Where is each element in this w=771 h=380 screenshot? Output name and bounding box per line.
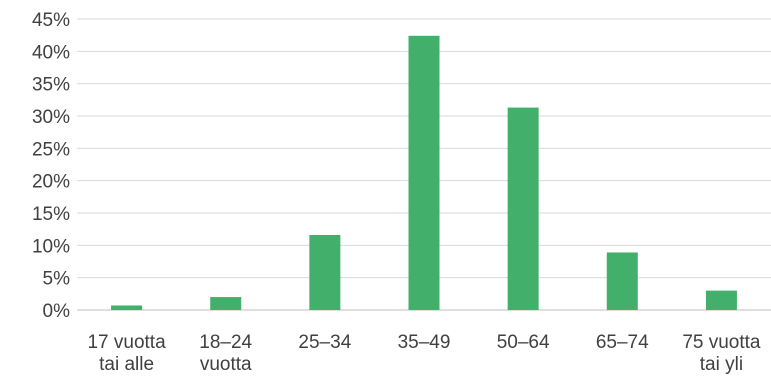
x-axis-tick-labels: 17 vuotta tai alle 18–24 vuotta 25–34 35–49 50… bbox=[87, 332, 760, 375]
x-tick-label-line: 17 vuotta bbox=[87, 332, 166, 353]
y-tick-label: 30% bbox=[32, 107, 70, 128]
y-tick-label: 10% bbox=[32, 236, 70, 257]
x-tick-label-line: 18–24 bbox=[199, 332, 252, 353]
x-tick-label: 18–24 vuotta bbox=[199, 332, 252, 375]
x-tick-label-line: vuotta bbox=[200, 354, 252, 375]
bar bbox=[408, 35, 440, 311]
y-tick-label: 20% bbox=[32, 172, 70, 193]
x-tick-label: 25–34 bbox=[298, 332, 351, 353]
x-tick-label: 65–74 bbox=[596, 332, 649, 353]
x-tick-label-line: tai alle bbox=[99, 354, 154, 375]
x-tick-label: 75 vuotta tai yli bbox=[682, 332, 761, 375]
x-tick-label: 17 vuotta tai alle bbox=[87, 332, 166, 375]
bar bbox=[111, 305, 143, 310]
x-tick-label-line: 35–49 bbox=[398, 332, 451, 353]
x-tick-label: 35–49 bbox=[398, 332, 451, 353]
bar bbox=[507, 107, 539, 311]
bars bbox=[111, 35, 737, 311]
bar bbox=[309, 234, 341, 310]
x-tick-label-line: tai yli bbox=[700, 354, 743, 375]
x-tick-label-line: 75 vuotta bbox=[682, 332, 761, 353]
y-tick-label: 40% bbox=[32, 42, 70, 63]
x-tick-label-line: 65–74 bbox=[596, 332, 649, 353]
x-tick-label-line: 25–34 bbox=[298, 332, 351, 353]
y-axis-tick-labels: 0% 5% 10% 15% 20% 25% 30% 35% 40% 45% bbox=[32, 10, 70, 322]
bar bbox=[606, 252, 638, 310]
y-tick-label: 25% bbox=[32, 139, 70, 160]
y-tick-label: 5% bbox=[43, 269, 71, 290]
y-tick-label: 35% bbox=[32, 75, 70, 96]
bar bbox=[210, 297, 242, 310]
x-tick-label-line: 50–64 bbox=[497, 332, 550, 353]
bar bbox=[705, 290, 737, 310]
y-tick-label: 45% bbox=[32, 10, 70, 31]
y-tick-label: 15% bbox=[32, 204, 70, 225]
y-tick-label: 0% bbox=[43, 301, 71, 322]
x-tick-label: 50–64 bbox=[497, 332, 550, 353]
